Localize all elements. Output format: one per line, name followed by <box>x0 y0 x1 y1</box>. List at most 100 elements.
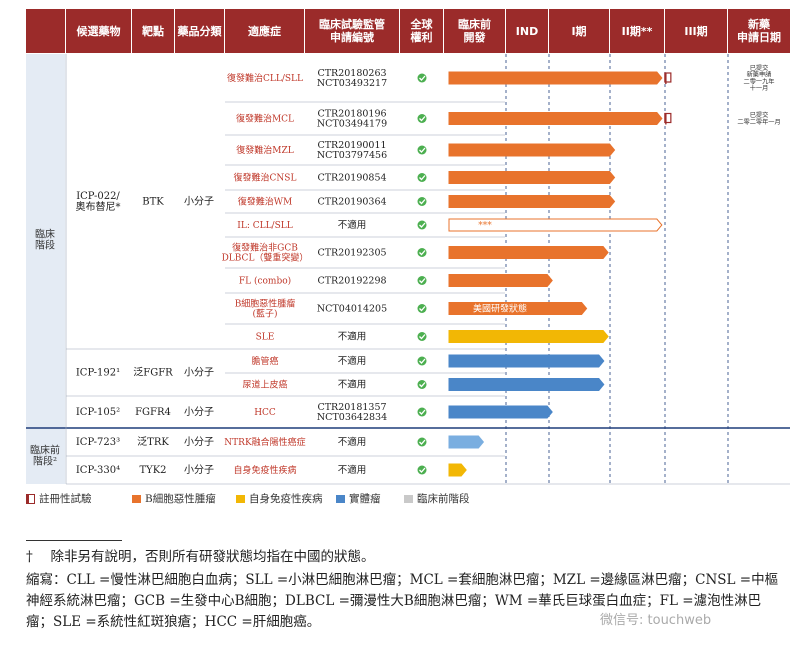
indication-label: NTRK融合陽性癌症 <box>224 436 305 448</box>
legend-registrational: 註冊性試驗 <box>26 491 92 506</box>
check-mark <box>419 358 426 364</box>
drug-name: ICP-723³ <box>76 437 120 448</box>
legend-swatch <box>336 494 345 503</box>
legend-label: 實體瘤 <box>349 493 381 505</box>
drug-target: BTK <box>142 196 164 207</box>
progress-bar <box>448 274 553 287</box>
section-label-preclinical: 臨床前階段² <box>30 443 60 467</box>
drug-category: 小分子 <box>184 195 214 207</box>
check-mark <box>419 409 426 415</box>
legend-swatch <box>236 494 245 503</box>
footnote-dagger: † 除非另有說明，否則所有研發狀態均指在中國的狀態。 <box>26 549 375 565</box>
indication-label: 復發難治WM <box>238 195 292 207</box>
header-cell: 靶點 <box>132 9 174 53</box>
drug-target: 泛FGFR <box>133 366 173 378</box>
trial-number: 不適用 <box>338 355 367 367</box>
trial-number: CTR20181357 NCT03642834 <box>317 401 387 422</box>
trial-number: CTR20190854 <box>317 172 386 183</box>
header-cell: 臨床試驗監管 申請編號 <box>305 9 399 53</box>
check-icon <box>417 380 427 389</box>
nda-date: 已提交二零二零年一月 <box>737 111 780 126</box>
progress-bar <box>448 302 588 315</box>
check-icon <box>417 356 427 366</box>
indication-label: 自身免疫性疾病 <box>233 464 296 476</box>
header-cell: III期 <box>665 9 727 53</box>
header-cell: 候選藥物 <box>66 9 131 53</box>
drug-category: 小分子 <box>184 366 214 378</box>
drug-target: FGFR4 <box>135 407 171 418</box>
check-icon <box>417 197 427 206</box>
progress-bar <box>448 195 616 208</box>
progress-bar <box>448 463 467 477</box>
header-cell: 藥品分類 <box>175 9 224 53</box>
trial-number: CTR20180263 NCT03493217 <box>317 67 387 88</box>
flag-icon <box>26 493 35 504</box>
check-mark <box>419 439 426 445</box>
indication-label: 復發難治CNSL <box>234 171 297 183</box>
check-mark <box>419 222 426 228</box>
indication-label: 膽管癌 <box>251 355 278 367</box>
progress-bar <box>448 378 605 391</box>
trial-number: CTR20190011 NCT03797456 <box>317 139 387 160</box>
indication-label: 復發難治非GCB DLBCL（雙重突變） <box>222 241 309 263</box>
drug-name: ICP-192¹ <box>76 367 120 378</box>
check-mark <box>419 306 426 312</box>
legend-autoimmune: 自身免疫性疾病 <box>236 491 323 506</box>
check-icon <box>417 145 427 155</box>
check-icon <box>417 465 427 475</box>
indication-label: 復發難治MZL <box>236 144 293 156</box>
drug-name: ICP-022/奧布替尼* <box>76 191 121 213</box>
check-icon <box>417 114 427 123</box>
check-icon <box>417 276 427 285</box>
drug-category: 小分子 <box>184 406 214 418</box>
check-mark <box>419 250 426 256</box>
indication-label: FL (combo) <box>239 275 291 286</box>
progress-bar <box>448 171 616 184</box>
bar-label: 美國研發狀態 <box>473 302 527 314</box>
progress-bar <box>448 71 663 85</box>
footnote-abbreviations: 縮寫：CLL =慢性淋巴細胞白血病；SLL =小淋巴細胞淋巴瘤；MCL =套細胞… <box>26 572 779 630</box>
legend-preclinical: 臨床前階段 <box>404 491 470 506</box>
legend-label: 註冊性試驗 <box>39 493 92 505</box>
drug-name: ICP-105² <box>76 407 120 418</box>
section-band <box>26 428 65 484</box>
indication-label: 復發難治CLL/SLL <box>227 72 303 84</box>
check-mark <box>419 147 426 153</box>
trial-number: CTR20180196 NCT03494179 <box>317 108 387 129</box>
indication-label: B細胞惡性腫瘤(藍子) <box>235 297 296 319</box>
header-cell: 新藥 申請日期 <box>728 9 790 53</box>
check-icon <box>417 248 427 257</box>
trial-number: NCT04014205 <box>317 303 387 314</box>
registrational-flag-icon <box>664 112 672 124</box>
legend-solid-tumor: 實體瘤 <box>336 491 381 506</box>
check-icon <box>417 407 427 417</box>
check-mark <box>419 199 426 205</box>
progress-bar <box>448 143 616 157</box>
trial-number: 不適用 <box>338 378 367 390</box>
check-mark <box>419 75 426 81</box>
header-cell: II期** <box>610 9 664 53</box>
drug-name: ICP-330⁴ <box>76 465 120 476</box>
watermark: 微信号: touchweb <box>600 613 712 628</box>
check-icon <box>417 332 427 341</box>
check-icon <box>417 173 427 182</box>
footnote-rule <box>26 540 122 541</box>
trial-number: CTR20190364 <box>317 196 386 207</box>
check-mark <box>419 278 426 284</box>
drug-category: 小分子 <box>184 436 214 448</box>
drug-category: 小分子 <box>184 464 214 476</box>
check-icon <box>417 304 427 313</box>
progress-bar <box>448 330 609 343</box>
registrational-flag-icon <box>664 72 672 83</box>
indication-label: IL: CLL/SLL <box>237 221 292 231</box>
header-cell: 臨床前 開發 <box>444 9 505 53</box>
progress-bar <box>448 354 605 368</box>
trial-number: CTR20192298 <box>317 275 386 286</box>
indication-label: 復發難治MCL <box>236 112 294 124</box>
progress-bar <box>448 112 663 125</box>
check-mark <box>419 334 426 340</box>
legend-swatch <box>404 494 413 503</box>
check-icon <box>417 220 427 230</box>
